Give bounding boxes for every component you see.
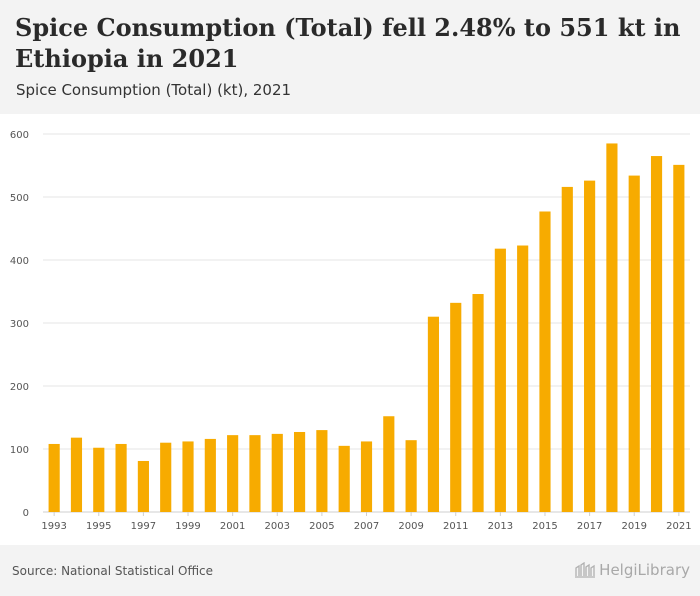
bar-2019 [628,175,640,512]
bar-2002 [249,435,261,512]
bar-2020 [650,156,663,513]
bar-2005 [316,430,328,512]
y-tick-label: 300 [10,319,29,330]
y-tick-label: 400 [10,256,29,267]
bar-2015 [539,211,551,512]
bar-1994 [70,437,83,512]
bar-1993 [48,443,60,512]
bar-2003 [271,433,283,512]
source-note: Source: National Statistical Office [12,564,214,578]
x-tick-label: 2011 [443,521,468,532]
footer: Source: National Statistical Office Helg… [0,545,700,596]
helgi-library-logo: HelgiLibrary [574,561,690,579]
bar-1996 [115,443,127,512]
logo-text: HelgiLibrary [599,561,690,579]
x-tick-label: 2003 [265,521,290,532]
bar-1995 [93,447,105,512]
x-tick-label: 2005 [309,521,334,532]
library-building-icon [575,562,596,578]
x-tick-label: 2019 [621,521,646,532]
x-tick-label: 1997 [131,521,156,532]
bar-chart: 0 100 200 300 400 500 600 1993 1995 1997 1999 2001 2… [10,130,692,532]
y-tick-label: 0 [23,508,29,519]
chart-subtitle: Spice Consumption (Total) (kt), 2021 [16,81,292,99]
bar-2018 [606,143,618,512]
header: Spice Consumption (Total) fell 2.48% to … [0,0,700,114]
bar-2008 [383,416,395,512]
x-tick-label: 2009 [398,521,423,532]
bar-2001 [227,435,239,512]
bar-2000 [204,438,216,512]
bar-1999 [182,441,194,512]
bar-2004 [293,431,306,512]
x-tick-label: 1999 [175,521,200,532]
x-tick-label: 2013 [488,521,513,532]
bar-1997 [137,460,149,512]
chart-title: Spice Consumption (Total) fell 2.48% to … [15,13,681,73]
x-tick-label: 2007 [354,521,379,532]
x-tick-label: 2015 [532,521,557,532]
bar-2011 [450,302,462,512]
y-tick-label: 500 [10,193,29,204]
bar-2009 [405,440,417,512]
bar-1998 [160,442,172,512]
bar-2017 [584,180,596,512]
bar-2006 [338,445,350,512]
bar-2012 [472,294,484,512]
x-tick-label: 2021 [666,521,691,532]
bar-2013 [494,248,506,512]
bar-2021 [673,164,685,512]
y-tick-label: 600 [10,130,29,141]
bar-2010 [427,316,440,512]
y-tick-label: 100 [10,445,29,456]
x-tick-label: 1993 [41,521,66,532]
bar-2014 [517,245,529,512]
x-tick-label: 1995 [86,521,111,532]
x-tick-label: 2017 [577,521,602,532]
y-tick-label: 200 [10,382,29,393]
bar-2007 [360,441,373,512]
bar-2016 [561,186,573,513]
x-tick-label: 2001 [220,521,245,532]
